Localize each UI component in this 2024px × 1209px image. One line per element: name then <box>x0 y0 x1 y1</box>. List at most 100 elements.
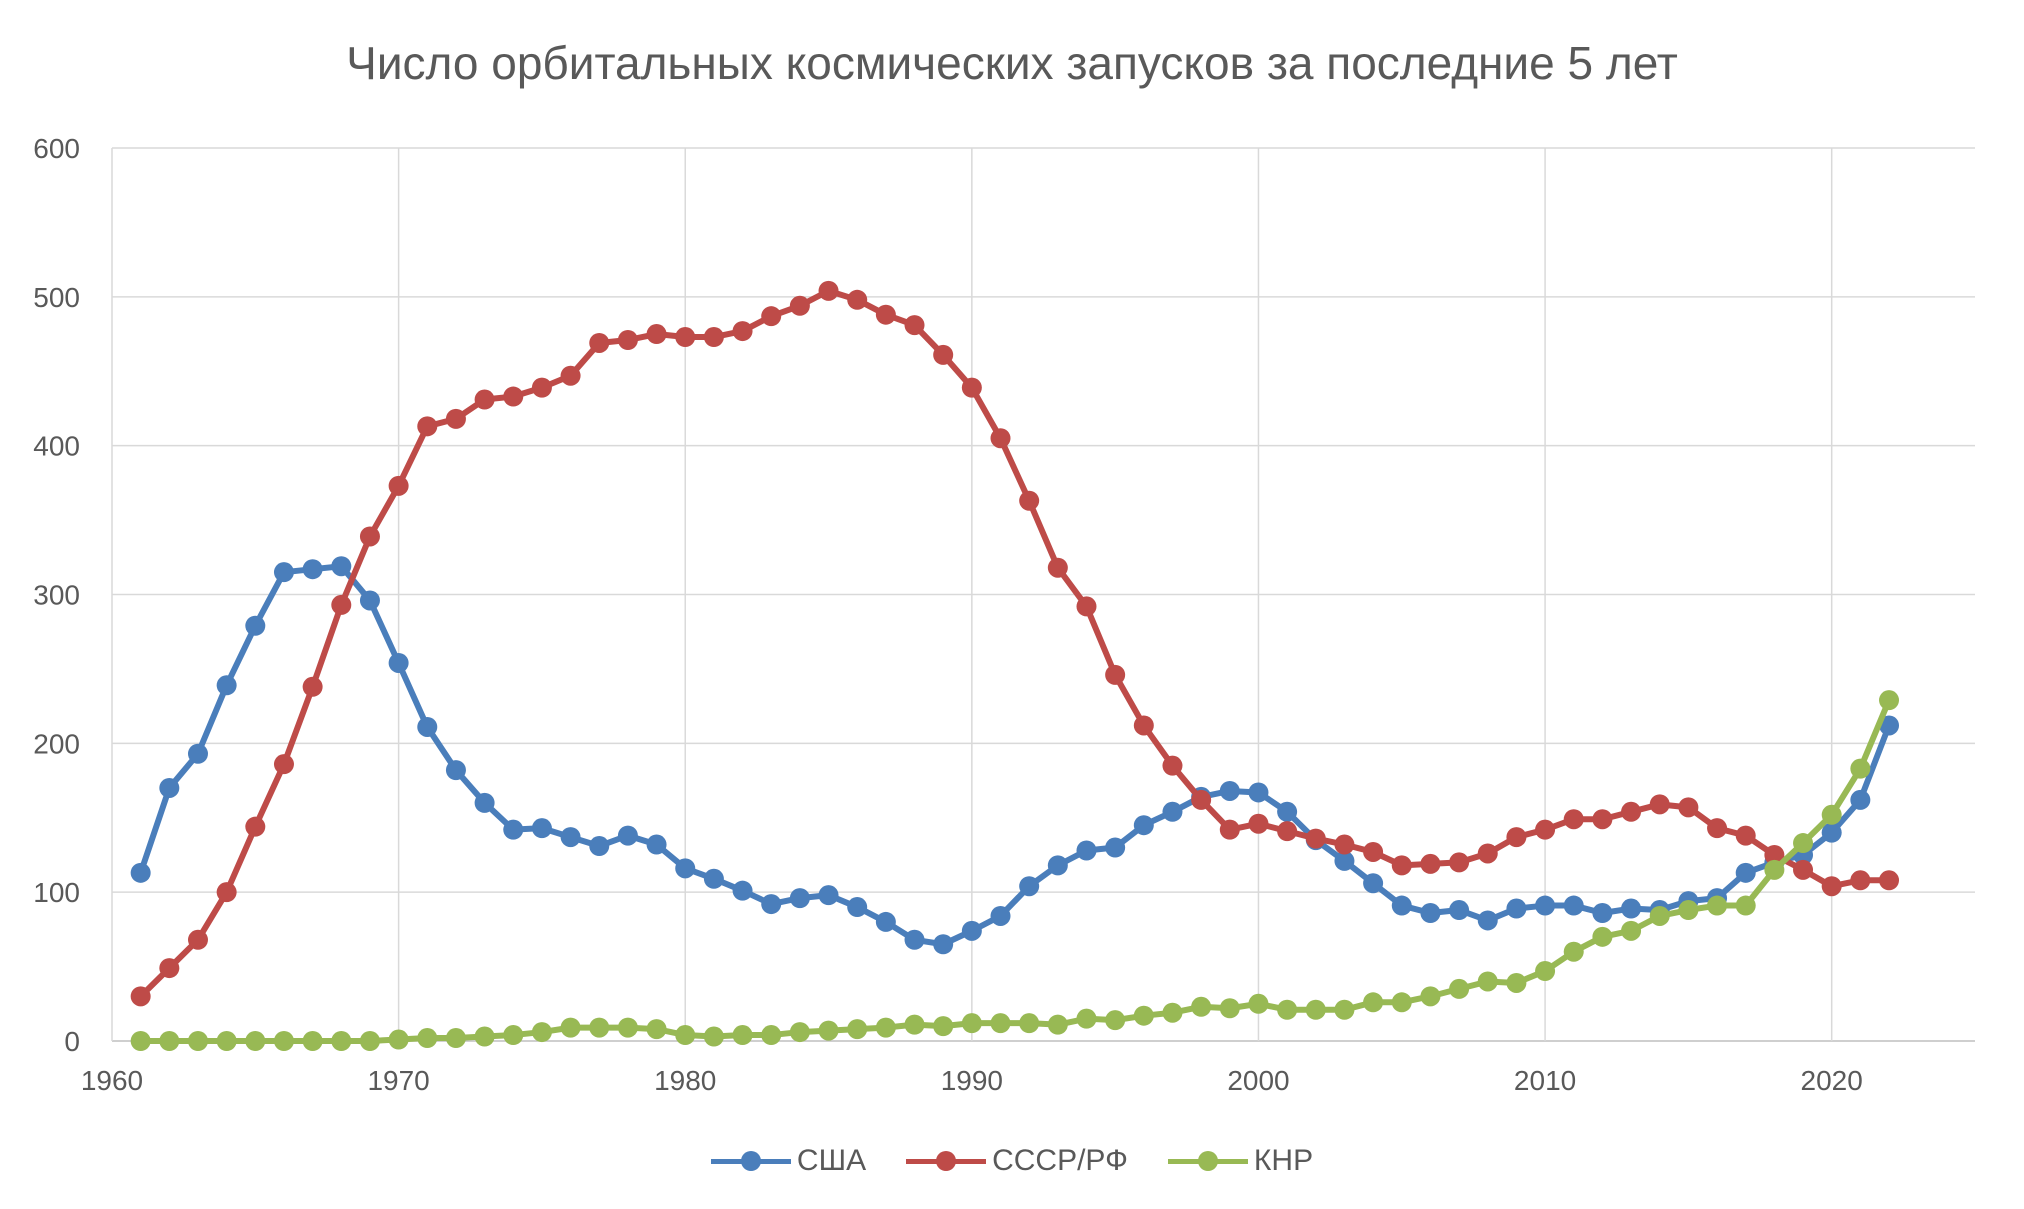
data-point <box>1391 895 1412 916</box>
data-point <box>703 1026 724 1047</box>
data-point <box>1248 993 1269 1014</box>
data-point <box>1735 862 1756 883</box>
data-point <box>1076 840 1097 861</box>
data-point <box>560 827 581 848</box>
data-point <box>675 858 696 879</box>
legend-marker-icon <box>710 1151 791 1171</box>
y-tick-label: 0 <box>64 1026 80 1057</box>
data-point <box>589 1017 610 1038</box>
data-point <box>503 1025 524 1046</box>
data-point <box>1649 794 1670 815</box>
data-point <box>159 777 180 798</box>
data-point <box>1133 715 1154 736</box>
data-point <box>1277 801 1298 822</box>
data-point <box>703 327 724 348</box>
data-point <box>646 1019 667 1040</box>
data-point <box>187 1031 208 1051</box>
data-point <box>273 754 294 775</box>
data-point <box>445 760 466 781</box>
legend-label: КНР <box>1253 1144 1314 1177</box>
data-point <box>388 652 409 673</box>
data-point <box>933 1016 954 1037</box>
data-point <box>847 1019 868 1040</box>
data-point <box>875 1017 896 1038</box>
data-point <box>1191 789 1212 810</box>
data-point <box>646 324 667 345</box>
data-point <box>1821 822 1842 843</box>
data-point <box>130 862 151 883</box>
data-point <box>1391 992 1412 1013</box>
data-point <box>1219 819 1240 840</box>
data-point <box>1449 900 1470 921</box>
data-point <box>933 344 954 365</box>
data-point <box>789 888 810 909</box>
series-line-0 <box>137 563 1892 948</box>
legend-marker-icon <box>906 1151 987 1171</box>
data-point <box>961 920 982 941</box>
data-point <box>1621 920 1642 941</box>
data-point <box>1477 910 1498 931</box>
data-point <box>1191 996 1212 1017</box>
data-point <box>818 1020 839 1041</box>
data-point <box>617 329 638 350</box>
data-point <box>1850 758 1871 779</box>
data-point <box>417 416 438 437</box>
data-point <box>1162 801 1183 822</box>
data-point <box>474 792 495 813</box>
data-point <box>1821 804 1842 825</box>
data-point <box>732 1025 753 1046</box>
data-point <box>933 934 954 955</box>
data-point <box>1219 780 1240 801</box>
legend: США СССР/РФ КНР <box>0 1144 2024 1178</box>
data-point <box>1363 992 1384 1013</box>
data-point <box>216 1031 237 1051</box>
data-point <box>216 675 237 696</box>
x-tick-label: 1970 <box>367 1065 429 1096</box>
data-point <box>1019 1013 1040 1034</box>
data-point <box>1277 821 1298 842</box>
data-point <box>617 1017 638 1038</box>
data-point <box>818 280 839 301</box>
data-point <box>732 321 753 342</box>
x-tick-label: 2020 <box>1801 1065 1863 1096</box>
data-point <box>1563 941 1584 962</box>
data-point <box>302 676 323 697</box>
data-point <box>1563 895 1584 916</box>
data-point <box>417 716 438 737</box>
data-point <box>1449 978 1470 999</box>
data-point <box>445 408 466 429</box>
data-point <box>1363 841 1384 862</box>
data-point <box>1334 834 1355 855</box>
data-point <box>875 304 896 325</box>
data-point <box>245 615 266 636</box>
y-tick-label: 500 <box>33 282 80 313</box>
data-point <box>1506 827 1527 848</box>
data-point <box>875 911 896 932</box>
data-point <box>531 377 552 398</box>
data-point <box>359 1031 380 1051</box>
data-point <box>560 365 581 386</box>
legend-item: СССР/РФ <box>906 1144 1128 1178</box>
data-point <box>130 986 151 1007</box>
data-point <box>1477 843 1498 864</box>
data-point <box>1764 859 1785 880</box>
data-point <box>703 868 724 889</box>
x-tick-label: 1960 <box>81 1065 143 1096</box>
data-point <box>503 819 524 840</box>
data-point <box>560 1017 581 1038</box>
series-line-2 <box>140 699 1892 1044</box>
data-point <box>1133 1005 1154 1026</box>
data-point <box>1305 999 1326 1020</box>
data-point <box>388 1029 409 1050</box>
data-point <box>1850 870 1871 891</box>
data-point <box>761 306 782 327</box>
y-tick-label: 100 <box>33 877 80 908</box>
data-point <box>789 295 810 316</box>
data-point <box>1305 828 1326 849</box>
data-point <box>531 1022 552 1043</box>
data-point <box>1248 813 1269 834</box>
data-point <box>1678 797 1699 818</box>
data-point <box>990 905 1011 926</box>
data-point <box>1477 971 1498 992</box>
data-point <box>1420 853 1441 874</box>
